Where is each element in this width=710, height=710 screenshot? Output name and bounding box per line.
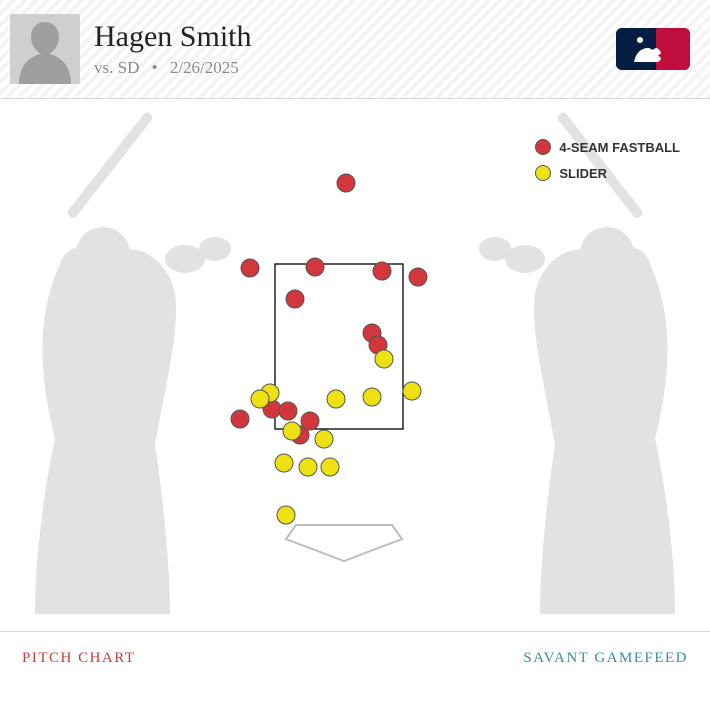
legend-swatch bbox=[535, 165, 551, 181]
game-date: 2/26/2025 bbox=[170, 58, 239, 77]
player-avatar bbox=[10, 14, 80, 84]
pitch-marker bbox=[321, 458, 339, 476]
mlb-logo bbox=[616, 28, 690, 70]
legend-swatch bbox=[535, 139, 551, 155]
pitch-marker bbox=[277, 506, 295, 524]
pitch-marker bbox=[279, 402, 297, 420]
pitch-marker bbox=[337, 174, 355, 192]
pitch-marker bbox=[283, 422, 301, 440]
legend-label: 4-SEAM FASTBALL bbox=[559, 140, 680, 155]
pitch-marker bbox=[363, 388, 381, 406]
pitch-marker bbox=[286, 290, 304, 308]
avatar-silhouette-icon bbox=[10, 14, 80, 84]
subheader: vs. SD • 2/26/2025 bbox=[94, 58, 616, 78]
pitch-marker bbox=[299, 458, 317, 476]
pitch-marker bbox=[375, 350, 393, 368]
header: Hagen Smith vs. SD • 2/26/2025 bbox=[0, 0, 710, 99]
pitch-marker bbox=[241, 259, 259, 277]
vs-label: vs. bbox=[94, 58, 113, 77]
home-plate-icon bbox=[286, 525, 402, 561]
separator-dot: • bbox=[152, 58, 158, 77]
footer: PITCH CHART SAVANT GAMEFEED bbox=[0, 631, 710, 685]
pitch-marker bbox=[373, 262, 391, 280]
legend-row: 4-SEAM FASTBALL bbox=[535, 139, 680, 155]
footer-right-label: SAVANT GAMEFEED bbox=[523, 650, 688, 667]
pitch-chart-card: Hagen Smith vs. SD • 2/26/2025 bbox=[0, 0, 710, 685]
opponent: SD bbox=[118, 58, 140, 77]
mlb-logo-icon bbox=[616, 28, 690, 70]
legend-label: SLIDER bbox=[559, 166, 607, 181]
pitch-marker bbox=[251, 390, 269, 408]
chart-area: 4-SEAM FASTBALL SLIDER bbox=[0, 99, 710, 631]
footer-left-label: PITCH CHART bbox=[22, 650, 136, 667]
pitch-marker bbox=[315, 430, 333, 448]
pitch-marker bbox=[409, 268, 427, 286]
pitch-marker bbox=[306, 258, 324, 276]
pitch-marker bbox=[231, 410, 249, 428]
legend-row: SLIDER bbox=[535, 165, 680, 181]
pitch-marker bbox=[403, 382, 421, 400]
header-text: Hagen Smith vs. SD • 2/26/2025 bbox=[94, 20, 616, 78]
player-name: Hagen Smith bbox=[94, 20, 616, 54]
pitch-marker bbox=[327, 390, 345, 408]
pitch-marker bbox=[275, 454, 293, 472]
legend: 4-SEAM FASTBALL SLIDER bbox=[535, 139, 680, 191]
pitch-marker bbox=[301, 412, 319, 430]
